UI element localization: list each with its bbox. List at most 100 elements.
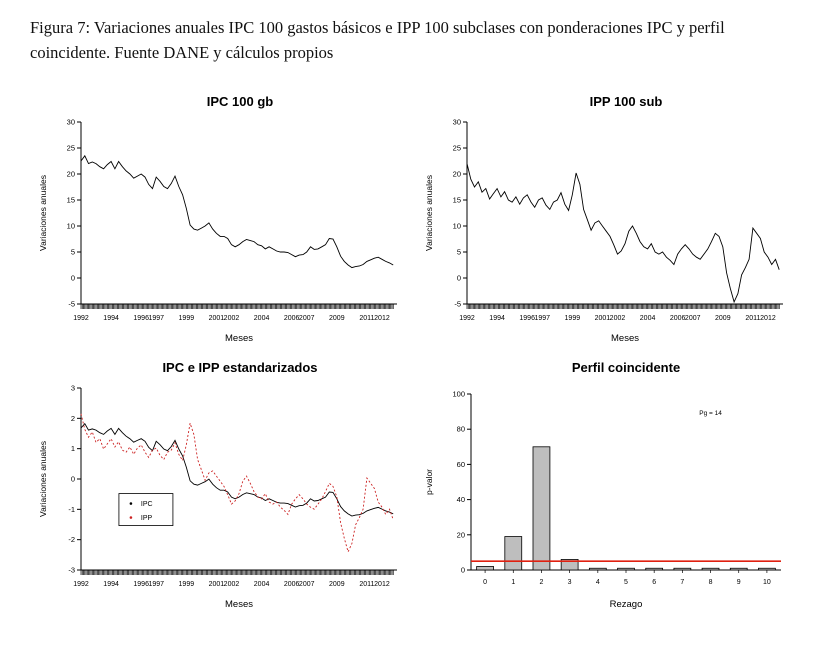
svg-text:Meses: Meses xyxy=(225,599,253,610)
svg-text:0: 0 xyxy=(71,274,75,283)
svg-text:100: 100 xyxy=(452,390,465,399)
panel-ipc-100-gb: IPC 100 gb -5 0 5 10 15 20 25 30 1992 1994 1996 199… xyxy=(28,92,414,346)
svg-text:25: 25 xyxy=(67,144,75,153)
svg-text:-5: -5 xyxy=(68,300,75,309)
svg-text:10: 10 xyxy=(67,222,75,231)
svg-text:2007: 2007 xyxy=(299,315,315,322)
svg-text:2009: 2009 xyxy=(715,315,731,322)
bar-lag-7 xyxy=(673,567,692,571)
svg-text:1992: 1992 xyxy=(73,581,89,588)
svg-text:2011: 2011 xyxy=(359,315,374,322)
svg-text:2011: 2011 xyxy=(745,315,760,322)
legend-box xyxy=(118,493,174,526)
svg-text:2009: 2009 xyxy=(329,315,345,322)
chart-perfil-coincidente: 0 20 40 60 80 100 0 1 2 3 4 5 6 7 8 9 10 Pg = 14 Rezago p-v… xyxy=(424,390,781,610)
svg-text:80: 80 xyxy=(457,425,465,434)
svg-text:Variaciones anuales: Variaciones anuales xyxy=(38,175,48,251)
svg-text:0: 0 xyxy=(483,579,487,586)
chart-title-ipc-100-gb: IPC 100 gb xyxy=(206,94,274,109)
svg-text:1999: 1999 xyxy=(179,581,195,588)
svg-text:0: 0 xyxy=(71,475,75,484)
svg-text:2002: 2002 xyxy=(224,581,240,588)
svg-text:Variaciones anuales: Variaciones anuales xyxy=(424,175,434,251)
svg-text:2001: 2001 xyxy=(209,581,225,588)
bar-lag-6 xyxy=(645,567,664,571)
svg-text:15: 15 xyxy=(453,196,461,205)
svg-text:IPC: IPC xyxy=(141,501,153,508)
svg-text:30: 30 xyxy=(453,118,461,127)
svg-text:5: 5 xyxy=(457,248,461,257)
series-IPC 100 gb xyxy=(80,154,394,269)
series-IPP xyxy=(80,413,394,554)
svg-text:1997: 1997 xyxy=(148,315,164,322)
svg-text:1994: 1994 xyxy=(489,315,505,322)
svg-text:2006: 2006 xyxy=(670,315,686,322)
svg-text:2001: 2001 xyxy=(595,315,611,322)
svg-text:1996: 1996 xyxy=(133,581,149,588)
svg-text:10: 10 xyxy=(453,222,461,231)
svg-text:2006: 2006 xyxy=(284,315,300,322)
svg-text:5: 5 xyxy=(71,248,75,257)
svg-text:1992: 1992 xyxy=(73,315,89,322)
svg-text:-5: -5 xyxy=(454,300,461,309)
svg-text:5: 5 xyxy=(624,579,628,586)
bar-lag-2 xyxy=(532,446,551,571)
svg-text:2002: 2002 xyxy=(224,315,240,322)
svg-text:1: 1 xyxy=(71,444,75,453)
svg-text:2012: 2012 xyxy=(374,581,390,588)
svg-text:9: 9 xyxy=(737,579,741,586)
svg-text:60: 60 xyxy=(457,460,465,469)
svg-text:2007: 2007 xyxy=(685,315,701,322)
svg-text:40: 40 xyxy=(457,495,465,504)
svg-text:6: 6 xyxy=(652,579,656,586)
svg-text:1997: 1997 xyxy=(534,315,550,322)
svg-text:1996: 1996 xyxy=(133,315,149,322)
chart-ipc-ipp-estandarizados: -3 -2 -1 0 1 2 3 1992 1994 1996 1997 1999 2001 2002 20… xyxy=(38,384,397,610)
svg-text:1992: 1992 xyxy=(459,315,475,322)
svg-text:-3: -3 xyxy=(68,566,75,575)
svg-text:1994: 1994 xyxy=(103,581,119,588)
svg-text:2004: 2004 xyxy=(254,315,270,322)
bar-lag-0 xyxy=(476,566,494,571)
svg-text:IPP: IPP xyxy=(141,515,153,522)
svg-text:2009: 2009 xyxy=(329,581,345,588)
svg-text:2: 2 xyxy=(540,579,544,586)
panel-ipp-100-sub: IPP 100 sub -5 0 5 10 15 20 25 30 1992 1994 1996 19… xyxy=(414,92,800,346)
svg-text:2012: 2012 xyxy=(374,315,390,322)
svg-text:Pg = 14: Pg = 14 xyxy=(699,410,722,417)
svg-text:20: 20 xyxy=(453,170,461,179)
bar-lag-4 xyxy=(588,567,607,571)
svg-text:Variaciones anuales: Variaciones anuales xyxy=(38,441,48,517)
svg-text:0: 0 xyxy=(461,566,465,575)
svg-text:7: 7 xyxy=(680,579,684,586)
svg-text:2001: 2001 xyxy=(209,315,225,322)
svg-text:2: 2 xyxy=(71,414,75,423)
svg-text:-2: -2 xyxy=(68,535,75,544)
svg-text:2002: 2002 xyxy=(610,315,626,322)
svg-text:2011: 2011 xyxy=(359,581,374,588)
svg-text:1999: 1999 xyxy=(179,315,195,322)
svg-text:20: 20 xyxy=(457,530,465,539)
svg-text:2012: 2012 xyxy=(760,315,776,322)
svg-text:Meses: Meses xyxy=(225,333,253,344)
bar-lag-10 xyxy=(758,567,776,571)
svg-text:1996: 1996 xyxy=(519,315,535,322)
svg-text:4: 4 xyxy=(596,579,600,586)
svg-text:15: 15 xyxy=(67,196,75,205)
chart-title-ipp-100-sub: IPP 100 sub xyxy=(589,94,663,109)
svg-text:2006: 2006 xyxy=(284,581,300,588)
svg-text:1997: 1997 xyxy=(148,581,164,588)
series-IPP 100 sub xyxy=(466,163,780,304)
svg-text:0: 0 xyxy=(457,274,461,283)
svg-text:8: 8 xyxy=(709,579,713,586)
svg-text:1994: 1994 xyxy=(103,315,119,322)
svg-text:20: 20 xyxy=(67,170,75,179)
bar-lag-8 xyxy=(701,567,720,571)
svg-text:-1: -1 xyxy=(68,505,75,514)
svg-text:10: 10 xyxy=(763,579,771,586)
svg-text:3: 3 xyxy=(568,579,572,586)
svg-text:2004: 2004 xyxy=(640,315,656,322)
